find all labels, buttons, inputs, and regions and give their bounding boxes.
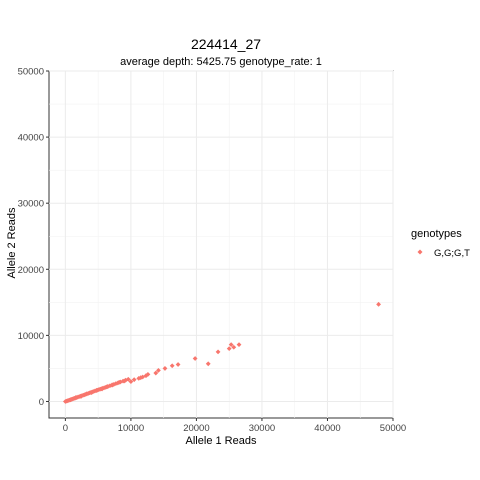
legend-entry-label: G,G;G,T	[434, 248, 470, 259]
x-tick-label: 30000	[249, 423, 275, 434]
x-tick-label: 10000	[118, 423, 144, 434]
data-point	[110, 382, 115, 388]
data-point	[128, 379, 134, 385]
y-axis-label: Allele 2 Reads	[6, 207, 18, 278]
x-axis-ticks: 0 10000 20000 30000 40000 50000	[63, 418, 406, 434]
data-point	[215, 349, 221, 355]
data-point	[138, 375, 144, 381]
x-tick-label: 50000	[380, 423, 406, 434]
data-point	[236, 342, 242, 348]
data-point	[68, 397, 74, 403]
data-point	[228, 342, 234, 348]
y-axis-ticks: 0 10000 20000 30000 40000 50000	[18, 67, 49, 408]
y-tick-label: 50000	[18, 67, 44, 78]
x-tick-label: 40000	[314, 423, 340, 434]
x-axis-label: Allele 1 Reads	[186, 435, 257, 447]
data-point	[169, 363, 175, 369]
legend-marker-icon	[417, 249, 423, 255]
data-point	[192, 356, 198, 361]
chart-title: 224414_27	[191, 36, 261, 52]
y-tick-label: 10000	[18, 331, 44, 342]
data-point	[175, 362, 181, 367]
data-point	[94, 387, 100, 393]
legend-title: genotypes	[411, 228, 462, 240]
chart-subtitle: average depth: 5425.75 genotype_rate: 1	[120, 56, 322, 68]
data-point	[78, 393, 84, 399]
data-point	[226, 346, 232, 351]
x-tick-label: 20000	[183, 423, 209, 434]
data-point	[99, 386, 105, 392]
data-point	[121, 378, 127, 384]
grid-lines	[49, 70, 394, 418]
data-point	[231, 344, 237, 350]
data-points	[62, 301, 381, 404]
data-point	[73, 395, 79, 400]
data-point	[104, 384, 110, 390]
y-tick-label: 0	[39, 397, 44, 408]
data-point	[116, 379, 122, 385]
x-tick-label: 0	[63, 423, 68, 434]
data-point	[376, 301, 381, 307]
y-tick-label: 20000	[18, 265, 44, 276]
data-point	[162, 366, 168, 371]
y-tick-label: 40000	[18, 133, 44, 144]
data-point	[205, 361, 211, 367]
y-tick-label: 30000	[18, 199, 44, 210]
data-point	[156, 368, 161, 373]
data-point	[125, 376, 131, 382]
data-point	[83, 391, 89, 397]
data-point	[89, 390, 94, 395]
data-point	[145, 371, 151, 377]
plot-panel	[48, 70, 394, 419]
data-point	[131, 377, 137, 383]
legend: genotypes G,G;G,T	[411, 228, 470, 260]
data-point	[153, 370, 159, 376]
